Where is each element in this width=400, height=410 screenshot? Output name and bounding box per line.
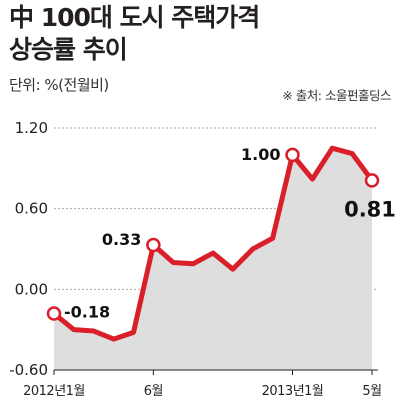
data-label: 0.81	[344, 197, 396, 221]
chart-title-line1: 中 100대 도시 주택가격	[9, 3, 260, 32]
data-point-marker	[285, 147, 300, 163]
y-tick-label: 1.20	[15, 119, 48, 137]
y-tick-label: 0.60	[15, 200, 48, 218]
y-tick-label: 0.00	[15, 280, 48, 298]
series-line	[51, 145, 375, 342]
y-tick-label: -0.60	[9, 361, 48, 379]
data-label: 0.33	[102, 230, 141, 249]
unit-label: 단위: %(전월비)	[9, 76, 109, 94]
source-label: ※ 출처: 소울펀홀딩스	[282, 88, 391, 103]
data-label: -0.18	[64, 303, 110, 322]
x-tick-label: 2012년1월	[23, 384, 85, 399]
x-tick-label: 6월	[144, 384, 163, 399]
x-tick-label: 5월	[362, 384, 381, 399]
data-point-marker	[46, 306, 62, 321]
x-tick-label: 2013년1월	[262, 384, 324, 399]
series-area	[54, 148, 372, 370]
data-point-marker	[364, 173, 380, 188]
chart-title-line2: 상승률 추이	[9, 35, 128, 64]
data-point-marker	[146, 237, 161, 253]
data-label: 1.00	[241, 145, 280, 164]
